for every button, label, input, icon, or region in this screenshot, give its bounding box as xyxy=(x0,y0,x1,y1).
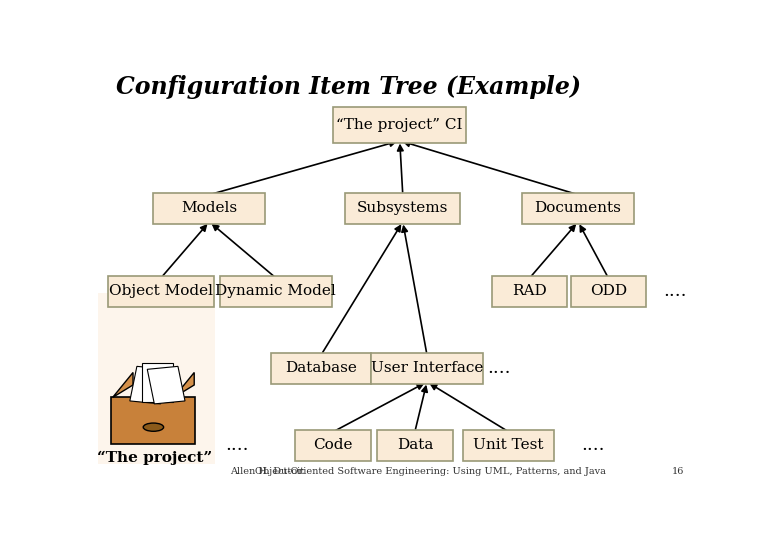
FancyBboxPatch shape xyxy=(154,193,265,224)
Text: “The project”: “The project” xyxy=(98,450,213,465)
Text: Models: Models xyxy=(181,201,237,215)
Text: Data: Data xyxy=(397,438,433,453)
FancyBboxPatch shape xyxy=(147,366,185,404)
Text: ....: .... xyxy=(225,436,248,454)
Text: ODD: ODD xyxy=(590,285,627,299)
FancyBboxPatch shape xyxy=(346,193,460,224)
FancyBboxPatch shape xyxy=(377,430,452,461)
FancyBboxPatch shape xyxy=(108,276,214,307)
Ellipse shape xyxy=(144,423,164,431)
Text: RAD: RAD xyxy=(512,285,547,299)
FancyBboxPatch shape xyxy=(463,430,554,461)
FancyBboxPatch shape xyxy=(271,353,371,384)
Text: Object-Oriented Software Engineering: Using UML, Patterns, and Java: Object-Oriented Software Engineering: Us… xyxy=(254,467,605,476)
Polygon shape xyxy=(112,373,133,397)
Text: Configuration Item Tree (Example): Configuration Item Tree (Example) xyxy=(115,75,580,99)
Text: 16: 16 xyxy=(672,467,684,476)
FancyBboxPatch shape xyxy=(112,396,196,444)
FancyBboxPatch shape xyxy=(492,276,568,307)
FancyBboxPatch shape xyxy=(220,276,332,307)
Text: Database: Database xyxy=(285,361,357,375)
Text: “The project” CI: “The project” CI xyxy=(336,118,463,132)
FancyBboxPatch shape xyxy=(522,193,634,224)
Polygon shape xyxy=(174,373,194,397)
Text: Code: Code xyxy=(314,438,353,453)
FancyBboxPatch shape xyxy=(570,276,646,307)
Text: ....: .... xyxy=(663,282,686,300)
Text: Object Model: Object Model xyxy=(109,285,213,299)
FancyBboxPatch shape xyxy=(98,294,215,464)
Text: Dynamic Model: Dynamic Model xyxy=(215,285,336,299)
Text: User Interface: User Interface xyxy=(370,361,483,375)
Text: Unit Test: Unit Test xyxy=(473,438,544,453)
FancyBboxPatch shape xyxy=(371,353,483,384)
FancyBboxPatch shape xyxy=(333,107,466,143)
Text: Allen H. Dutoit: Allen H. Dutoit xyxy=(231,467,305,476)
FancyBboxPatch shape xyxy=(142,363,173,402)
FancyBboxPatch shape xyxy=(296,430,371,461)
Text: Documents: Documents xyxy=(534,201,622,215)
Text: ....: .... xyxy=(581,436,605,454)
FancyBboxPatch shape xyxy=(129,366,168,404)
Text: ....: .... xyxy=(488,359,511,376)
Text: Subsystems: Subsystems xyxy=(357,201,448,215)
